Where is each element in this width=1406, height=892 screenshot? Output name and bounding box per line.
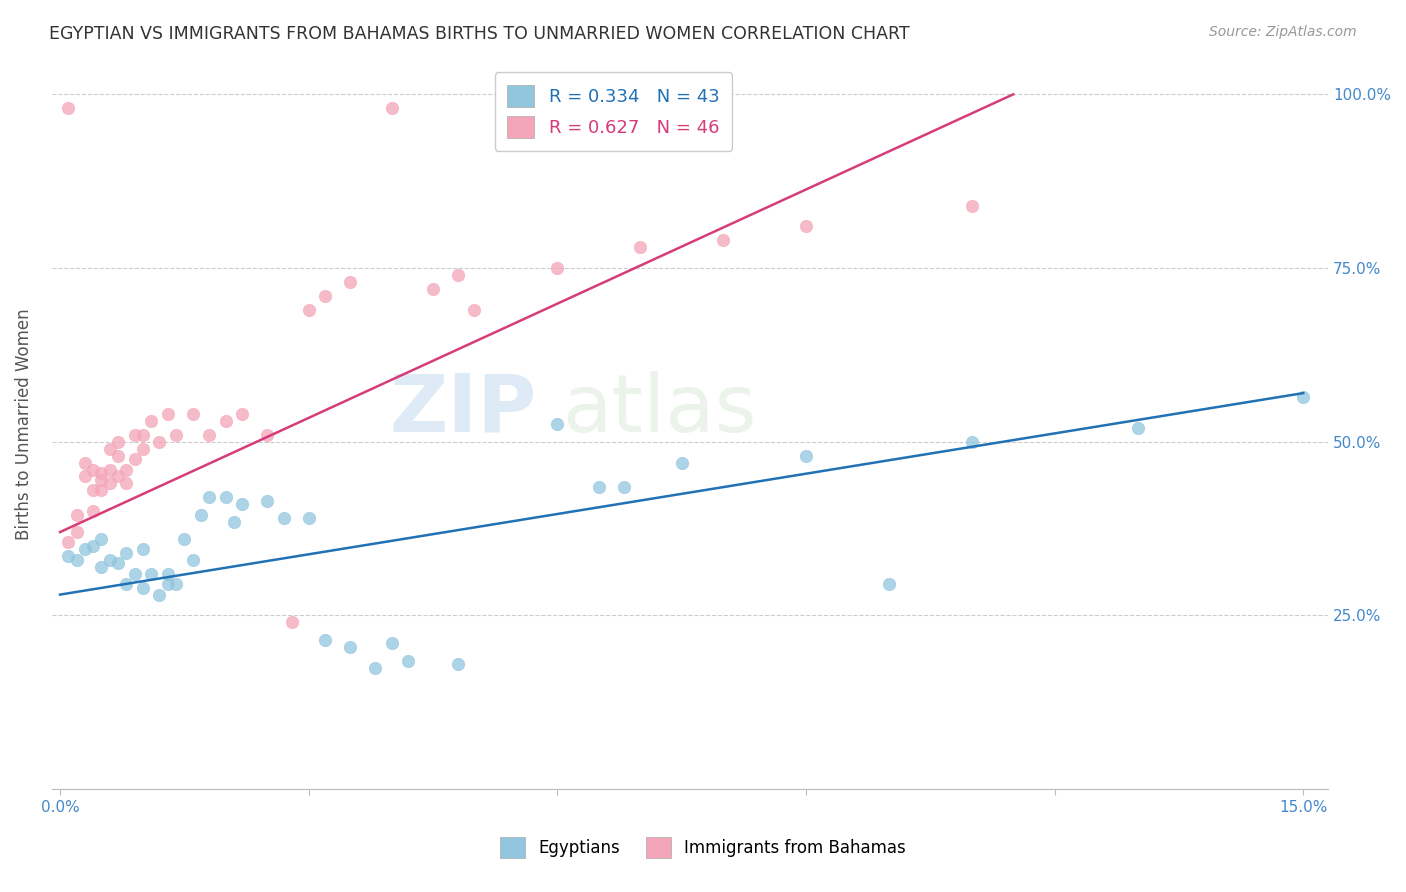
Point [794, 219, 817, 234]
Point [364, 660, 387, 674]
Point [447, 268, 470, 282]
Legend: Egyptians, Immigrants from Bahamas: Egyptians, Immigrants from Bahamas [491, 827, 915, 868]
Point [132, 427, 155, 442]
Point [90, 532, 112, 546]
Point [314, 289, 336, 303]
Point [98, 476, 121, 491]
Point [98, 462, 121, 476]
Point [148, 434, 170, 449]
Point [380, 636, 402, 650]
Point [132, 542, 155, 557]
Point [156, 407, 179, 421]
Point [298, 511, 321, 525]
Point [90, 466, 112, 480]
Point [256, 427, 278, 442]
Point [794, 449, 817, 463]
Point [588, 480, 610, 494]
Point [877, 577, 900, 591]
Point [628, 240, 651, 254]
Point [165, 577, 187, 591]
Point [396, 654, 419, 668]
Point [98, 442, 121, 456]
Point [107, 449, 129, 463]
Point [256, 493, 278, 508]
Point [124, 452, 146, 467]
Point [90, 559, 112, 574]
Point [65, 524, 87, 539]
Point [298, 302, 321, 317]
Point [82, 462, 104, 476]
Point [58, 535, 80, 549]
Point [148, 588, 170, 602]
Point [281, 615, 304, 630]
Point [339, 275, 361, 289]
Point [82, 539, 104, 553]
Point [156, 577, 179, 591]
Point [124, 566, 146, 581]
Point [463, 302, 485, 317]
Point [65, 508, 87, 522]
Point [215, 414, 238, 428]
Point [671, 456, 693, 470]
Point [181, 407, 204, 421]
Text: ZIP: ZIP [389, 371, 537, 449]
Point [231, 497, 253, 511]
Point [141, 414, 163, 428]
Y-axis label: Births to Unmarried Women: Births to Unmarried Women [15, 309, 32, 541]
Point [132, 581, 155, 595]
Point [314, 632, 336, 647]
Point [82, 483, 104, 498]
Point [115, 476, 138, 491]
Point [73, 542, 96, 557]
Point [115, 546, 138, 560]
Point [273, 511, 295, 525]
Point [141, 566, 163, 581]
Point [190, 508, 212, 522]
Point [132, 442, 155, 456]
Point [156, 566, 179, 581]
Point [960, 434, 983, 449]
Point [380, 101, 402, 115]
Point [198, 491, 221, 505]
Point [107, 434, 129, 449]
Point [215, 491, 238, 505]
Point [1292, 390, 1315, 404]
Point [124, 427, 146, 442]
Point [613, 480, 636, 494]
Point [90, 483, 112, 498]
Text: EGYPTIAN VS IMMIGRANTS FROM BAHAMAS BIRTHS TO UNMARRIED WOMEN CORRELATION CHART: EGYPTIAN VS IMMIGRANTS FROM BAHAMAS BIRT… [49, 25, 910, 43]
Point [231, 407, 253, 421]
Point [73, 456, 96, 470]
Point [711, 233, 734, 247]
Point [165, 427, 187, 442]
Legend: R = 0.334   N = 43, R = 0.627   N = 46: R = 0.334 N = 43, R = 0.627 N = 46 [495, 72, 733, 151]
Point [1126, 421, 1149, 435]
Point [107, 557, 129, 571]
Point [82, 504, 104, 518]
Point [546, 260, 568, 275]
Point [447, 657, 470, 671]
Point [173, 532, 195, 546]
Point [115, 577, 138, 591]
Point [115, 462, 138, 476]
Point [58, 101, 80, 115]
Point [58, 549, 80, 564]
Point [222, 515, 245, 529]
Point [98, 553, 121, 567]
Point [422, 282, 444, 296]
Point [546, 417, 568, 432]
Point [960, 198, 983, 212]
Point [107, 469, 129, 483]
Point [65, 553, 87, 567]
Point [339, 640, 361, 654]
Point [73, 469, 96, 483]
Text: atlas: atlas [562, 371, 756, 449]
Point [90, 473, 112, 487]
Point [181, 553, 204, 567]
Text: Source: ZipAtlas.com: Source: ZipAtlas.com [1209, 25, 1357, 39]
Point [198, 427, 221, 442]
